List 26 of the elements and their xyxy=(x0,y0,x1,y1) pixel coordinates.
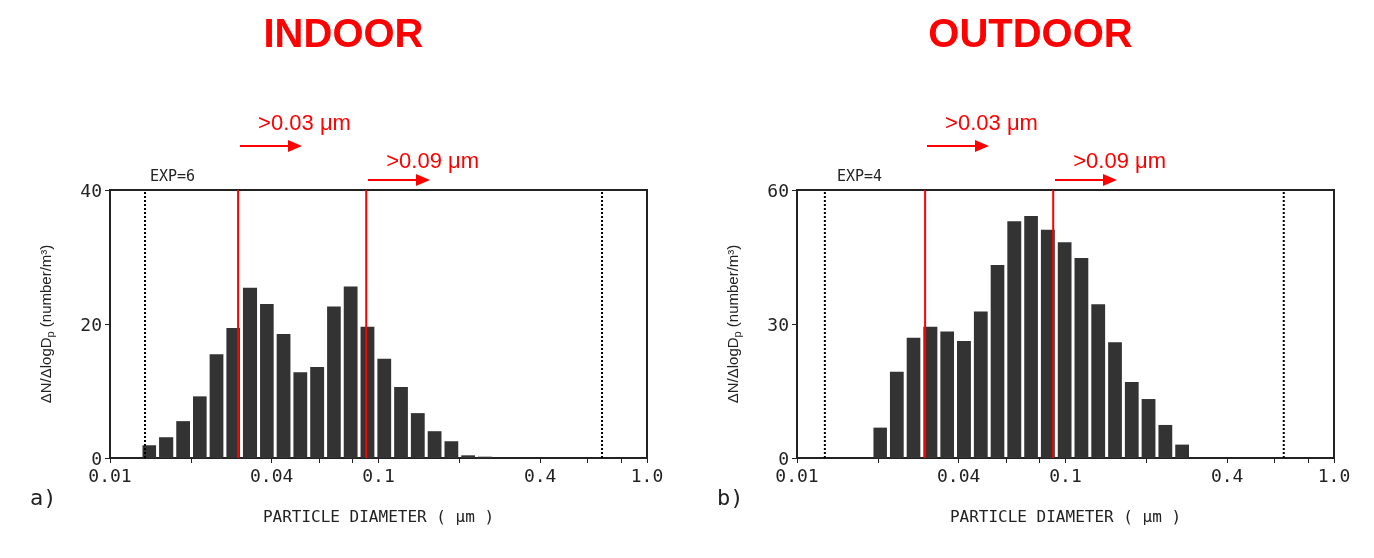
x-tick-label: 0.04 xyxy=(936,464,981,486)
y-tick-label: 20 xyxy=(80,313,102,335)
x-tick-label: 0.04 xyxy=(249,464,294,486)
y-tick-label: 30 xyxy=(767,313,789,335)
x-axis-title: PARTICLE DIAMETER ( μm ) xyxy=(262,506,495,526)
text: b) xyxy=(717,484,744,510)
y-axis-title: ΔN/ΔlogDp (number/m³) xyxy=(37,244,56,404)
x-axis-title: PARTICLE DIAMETER ( μm ) xyxy=(949,506,1182,526)
y-tick-label: 60 xyxy=(767,179,789,201)
chart-title: INDOOR xyxy=(263,11,424,55)
x-tick-label: 0.1 xyxy=(1049,464,1082,486)
x-tick-label: 1.0 xyxy=(1317,464,1351,486)
x-tick-label: 1.0 xyxy=(630,464,664,486)
y-axis-title: ΔN/ΔlogDp (number/m³) xyxy=(724,244,743,404)
ref-line-label: >0.09 μm xyxy=(386,147,479,173)
x-tick-label: 0.4 xyxy=(1210,464,1244,486)
text: EXP=4 xyxy=(837,166,883,185)
text: EXP=6 xyxy=(150,166,196,185)
y-tick-label: 40 xyxy=(80,179,102,201)
ref-line-label: >0.03 μm xyxy=(945,109,1038,135)
ref-line-label: >0.03 μm xyxy=(258,109,351,135)
x-tick-label: 0.4 xyxy=(523,464,557,486)
x-tick-label: 0.1 xyxy=(362,464,395,486)
chart-title: OUTDOOR xyxy=(928,11,1133,55)
ref-line-label: >0.09 μm xyxy=(1073,147,1166,173)
text: a) xyxy=(30,484,57,510)
